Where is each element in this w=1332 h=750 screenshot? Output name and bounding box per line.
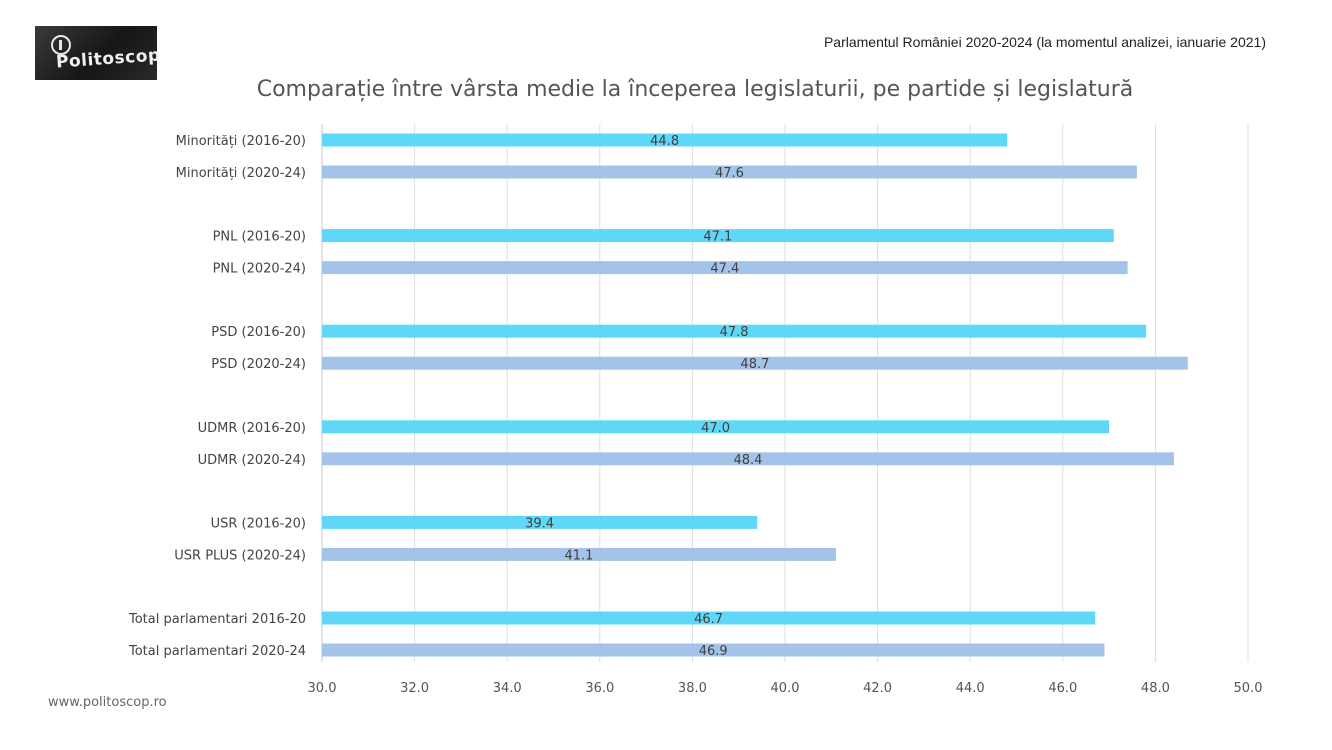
x-tick-label: 44.0 [956,681,985,696]
data-label: 39.4 [525,516,554,531]
x-tick-label: 48.0 [1141,681,1170,696]
bar [322,356,1188,370]
bar [322,133,1008,147]
data-label: 48.7 [740,357,769,372]
bar [322,547,836,561]
x-tick-label: 50.0 [1234,681,1263,696]
category-label: Minorități (2016-20) [176,134,306,149]
data-label: 48.4 [733,453,762,468]
website-url: www.politoscop.ro [48,695,167,710]
bar [322,261,1128,275]
x-tick-label: 42.0 [863,681,892,696]
bar [322,229,1114,243]
data-label: 47.1 [703,230,732,245]
gridlines [321,124,1249,662]
x-tick-label: 32.0 [400,681,429,696]
category-label: Minorități (2020-24) [176,166,306,181]
data-label: 47.6 [715,166,744,181]
bar [322,165,1137,179]
bars [322,133,1188,657]
category-label: USR (2016-20) [211,516,306,531]
bar [322,420,1110,434]
category-label: Total parlamentari 2016-20 [128,612,306,627]
data-label: 44.8 [650,134,679,149]
x-tick-label: 30.0 [308,681,337,696]
bar [322,515,758,529]
bar [322,452,1174,466]
category-label: UDMR (2016-20) [198,421,306,436]
category-label: PNL (2016-20) [213,230,306,245]
category-label: UDMR (2020-24) [198,453,306,468]
category-label: PSD (2016-20) [211,325,306,340]
data-label: 47.4 [710,262,739,277]
x-tick-labels: 30.0 32.0 34.0 36.0 38.0 40.0 42.0 44.0 46.0 48.0… [308,681,1263,696]
data-label: 46.7 [694,612,723,627]
bar [322,643,1105,657]
x-tick-label: 38.0 [678,681,707,696]
data-label: 46.9 [699,644,728,659]
category-label: Total parlamentari 2020-24 [128,644,306,659]
politoscop-logo: Politoscop [35,26,161,80]
bar [322,611,1096,625]
category-labels: Minorități (2016-20) Minorități (2020-24)… [128,134,306,659]
x-tick-label: 40.0 [771,681,800,696]
data-label: 47.0 [701,421,730,436]
chart-title: Comparație între vârsta medie la începer… [256,77,1134,102]
data-label: 41.1 [564,548,593,563]
data-label: 47.8 [720,325,749,340]
logo-mark-icon [51,35,71,55]
bar [322,324,1147,338]
category-label: PNL (2020-24) [213,262,306,277]
data-labels: 44.8 47.6 47.1 47.4 47.8 48.7 47.0 48.4 39.4 41.1… [525,134,769,659]
x-tick-label: 46.0 [1048,681,1077,696]
x-tick-label: 36.0 [585,681,614,696]
category-label: USR PLUS (2020-24) [174,548,306,563]
x-tick-label: 34.0 [493,681,522,696]
source-note: Parlamentul României 2020-2024 (la momen… [823,34,1266,50]
category-label: PSD (2020-24) [211,357,306,372]
